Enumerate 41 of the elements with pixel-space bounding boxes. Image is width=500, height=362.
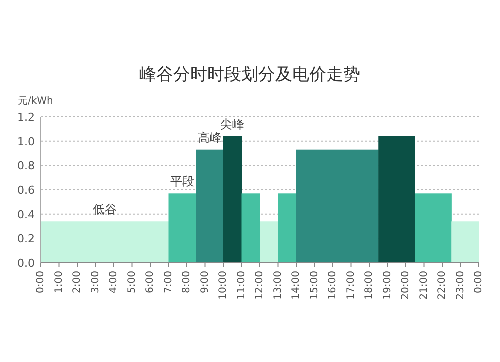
x-tick-label: 0:00: [36, 271, 46, 294]
annotation: 尖峰: [220, 117, 245, 132]
y-tick-label: 1.0: [18, 135, 35, 148]
x-tick-label: 10:00: [218, 271, 229, 300]
x-tick-label: 23:00: [455, 271, 466, 300]
y-tick-label: 0.4: [18, 208, 35, 222]
x-tick-label: 2:00: [72, 271, 83, 294]
x-tick-label: 5:00: [126, 271, 138, 294]
x-tick-label: 8:00: [182, 271, 192, 294]
x-tick-label: 17:00: [346, 271, 357, 300]
y-tick-label: 0.2: [18, 232, 35, 246]
x-tick-label: 11:00: [236, 271, 248, 300]
x-tick-label: 12:00: [254, 271, 266, 300]
x-tick-label: 18:00: [364, 271, 375, 300]
x-tick-label: 13:00: [272, 271, 284, 300]
bar: [196, 150, 224, 263]
x-tick-label: 3:00: [90, 271, 102, 294]
x-tick-label: 15:00: [309, 271, 320, 300]
annotation: 低谷: [92, 202, 117, 217]
x-tick-label: 21:00: [418, 271, 430, 300]
annotation: 高峰: [198, 130, 222, 145]
x-tick-label: 20:00: [400, 271, 412, 300]
x-tick-label: 22:00: [437, 271, 448, 300]
y-tick-label: 1.2: [18, 111, 35, 124]
x-tick-label: 0:00: [474, 271, 484, 294]
x-tick-label: 14:00: [291, 271, 302, 300]
chart-title: 峰谷分时时段划分及电价走势: [140, 65, 360, 85]
y-axis-title: 元/kWh: [18, 96, 54, 107]
bar: [452, 222, 480, 263]
x-tick-label: 7:00: [163, 271, 174, 294]
x-tick-label: 6:00: [145, 271, 156, 294]
x-tick-label: 1:00: [54, 271, 65, 294]
y-tick-label: 0.0: [18, 257, 35, 270]
x-tick-label: 16:00: [328, 271, 338, 300]
annotation: 平段: [170, 174, 194, 189]
x-tick-label: 4:00: [108, 271, 120, 294]
bar: [168, 194, 196, 263]
x-tick-label: 19:00: [382, 271, 394, 300]
x-tick-label: 9:00: [200, 271, 211, 294]
y-tick-label: 0.6: [18, 184, 35, 197]
y-tick-label: 0.8: [18, 160, 35, 173]
